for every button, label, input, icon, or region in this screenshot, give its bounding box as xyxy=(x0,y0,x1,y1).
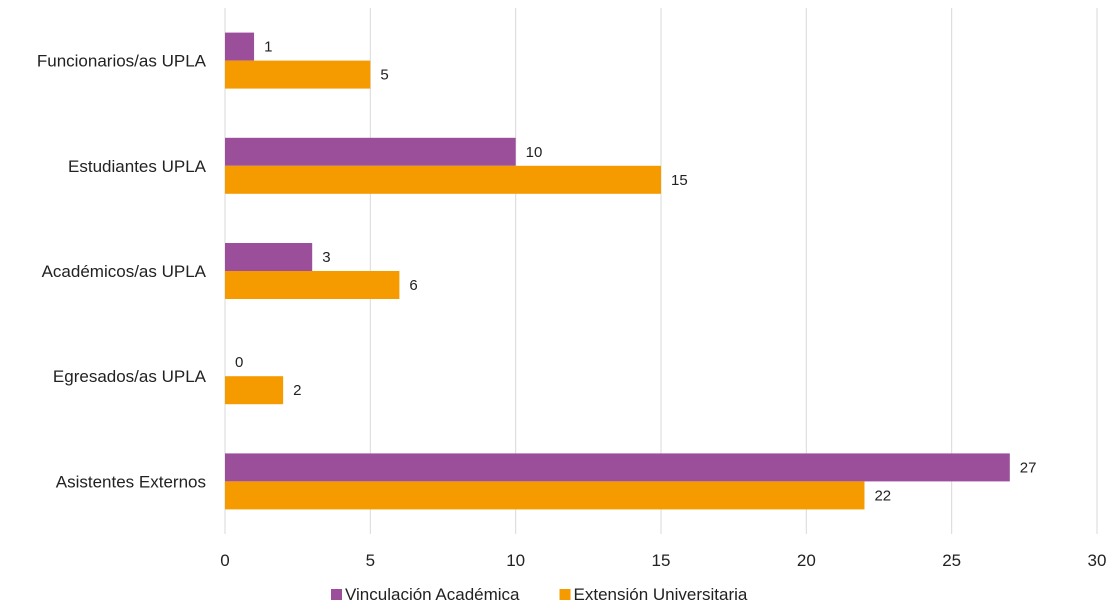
x-tick-label: 25 xyxy=(942,551,961,570)
x-tick-label: 10 xyxy=(506,551,525,570)
x-tick-label: 30 xyxy=(1088,551,1107,570)
bar xyxy=(225,243,313,271)
bar xyxy=(225,453,1010,482)
x-tick-label: 20 xyxy=(797,551,816,570)
category-labels: Funcionarios/as UPLA Estudiantes UPLA Acad… xyxy=(37,52,207,492)
data-label: 27 xyxy=(1020,459,1037,476)
data-label: 15 xyxy=(671,172,688,189)
legend-label: Extensión Universitaria xyxy=(574,585,748,604)
legend-swatch xyxy=(331,589,342,600)
data-label: 1 xyxy=(264,39,272,56)
x-axis-ticks: 0 5 10 15 20 25 30 xyxy=(220,551,1106,570)
legend-swatch xyxy=(559,589,571,600)
legend-label: Vinculación Académica xyxy=(345,585,520,604)
bar xyxy=(225,165,661,194)
bar xyxy=(225,137,516,166)
bar xyxy=(225,481,865,510)
data-label: 2 xyxy=(293,382,301,399)
category-label: Egresados/as UPLA xyxy=(53,367,207,386)
data-label: 5 xyxy=(380,67,388,84)
x-tick-label: 0 xyxy=(220,551,229,570)
bar xyxy=(225,60,371,89)
data-label: 3 xyxy=(322,249,330,266)
data-label: 0 xyxy=(235,354,243,371)
data-label: 22 xyxy=(874,487,891,504)
x-tick-label: 5 xyxy=(366,551,375,570)
category-label: Académicos/as UPLA xyxy=(42,262,207,281)
bars xyxy=(225,32,1010,510)
gridlines xyxy=(224,8,1098,534)
category-label: Asistentes Externos xyxy=(56,472,206,491)
category-label: Estudiantes UPLA xyxy=(68,157,207,176)
data-label: 10 xyxy=(526,144,543,161)
x-tick-label: 15 xyxy=(652,551,671,570)
legend: Vinculación Académica Extensión Universit… xyxy=(331,585,748,604)
bar xyxy=(225,271,400,299)
data-label: 6 xyxy=(409,277,417,294)
bar xyxy=(225,32,255,61)
bar xyxy=(225,376,284,405)
category-label: Funcionarios/as UPLA xyxy=(37,52,207,71)
